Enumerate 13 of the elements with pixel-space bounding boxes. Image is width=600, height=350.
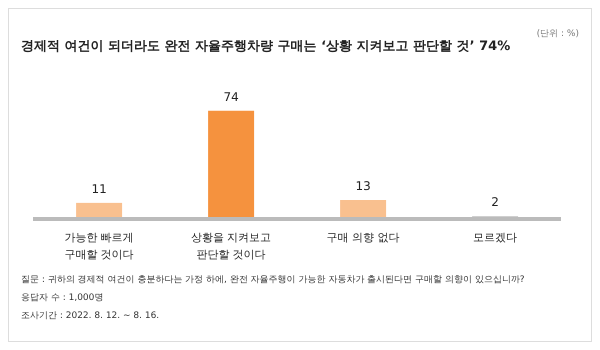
text: 조사기간 : 2022. 8. 12. ~ 8. 16.	[21, 310, 160, 323]
data-label: 74	[223, 90, 239, 104]
x-tick-label: 가능한 빠르게 구매할 것이다	[64, 231, 134, 261]
chart-title: 경제적 여건이 되더라도 완전 자율주행차량 구매는 ‘상황 지켜보고 판단할 것’ 74%	[21, 38, 510, 55]
x-tick-label: 상황을 지켜보고 판단할 것이다	[190, 231, 272, 261]
data-label: 13	[355, 178, 371, 193]
x-tick-label: 구매 의향 없다	[326, 231, 400, 244]
data-label: 2	[491, 195, 499, 210]
data-label: 11	[91, 182, 107, 196]
x-tick-label: 모르겠다	[473, 231, 517, 244]
text: 질문 : 귀하의 경제적 여건이 충분하다는 가정 하에, 완전 자율주행이 가능한 자동차가 출시된다면 구매할 의향이 있으십니까?	[21, 274, 525, 287]
text: (단위 : %)	[536, 28, 579, 40]
text: 응답자 수 : 1,000명	[21, 292, 104, 305]
